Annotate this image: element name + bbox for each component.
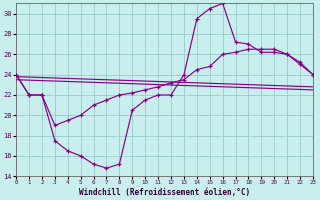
X-axis label: Windchill (Refroidissement éolien,°C): Windchill (Refroidissement éolien,°C) [79,188,250,197]
